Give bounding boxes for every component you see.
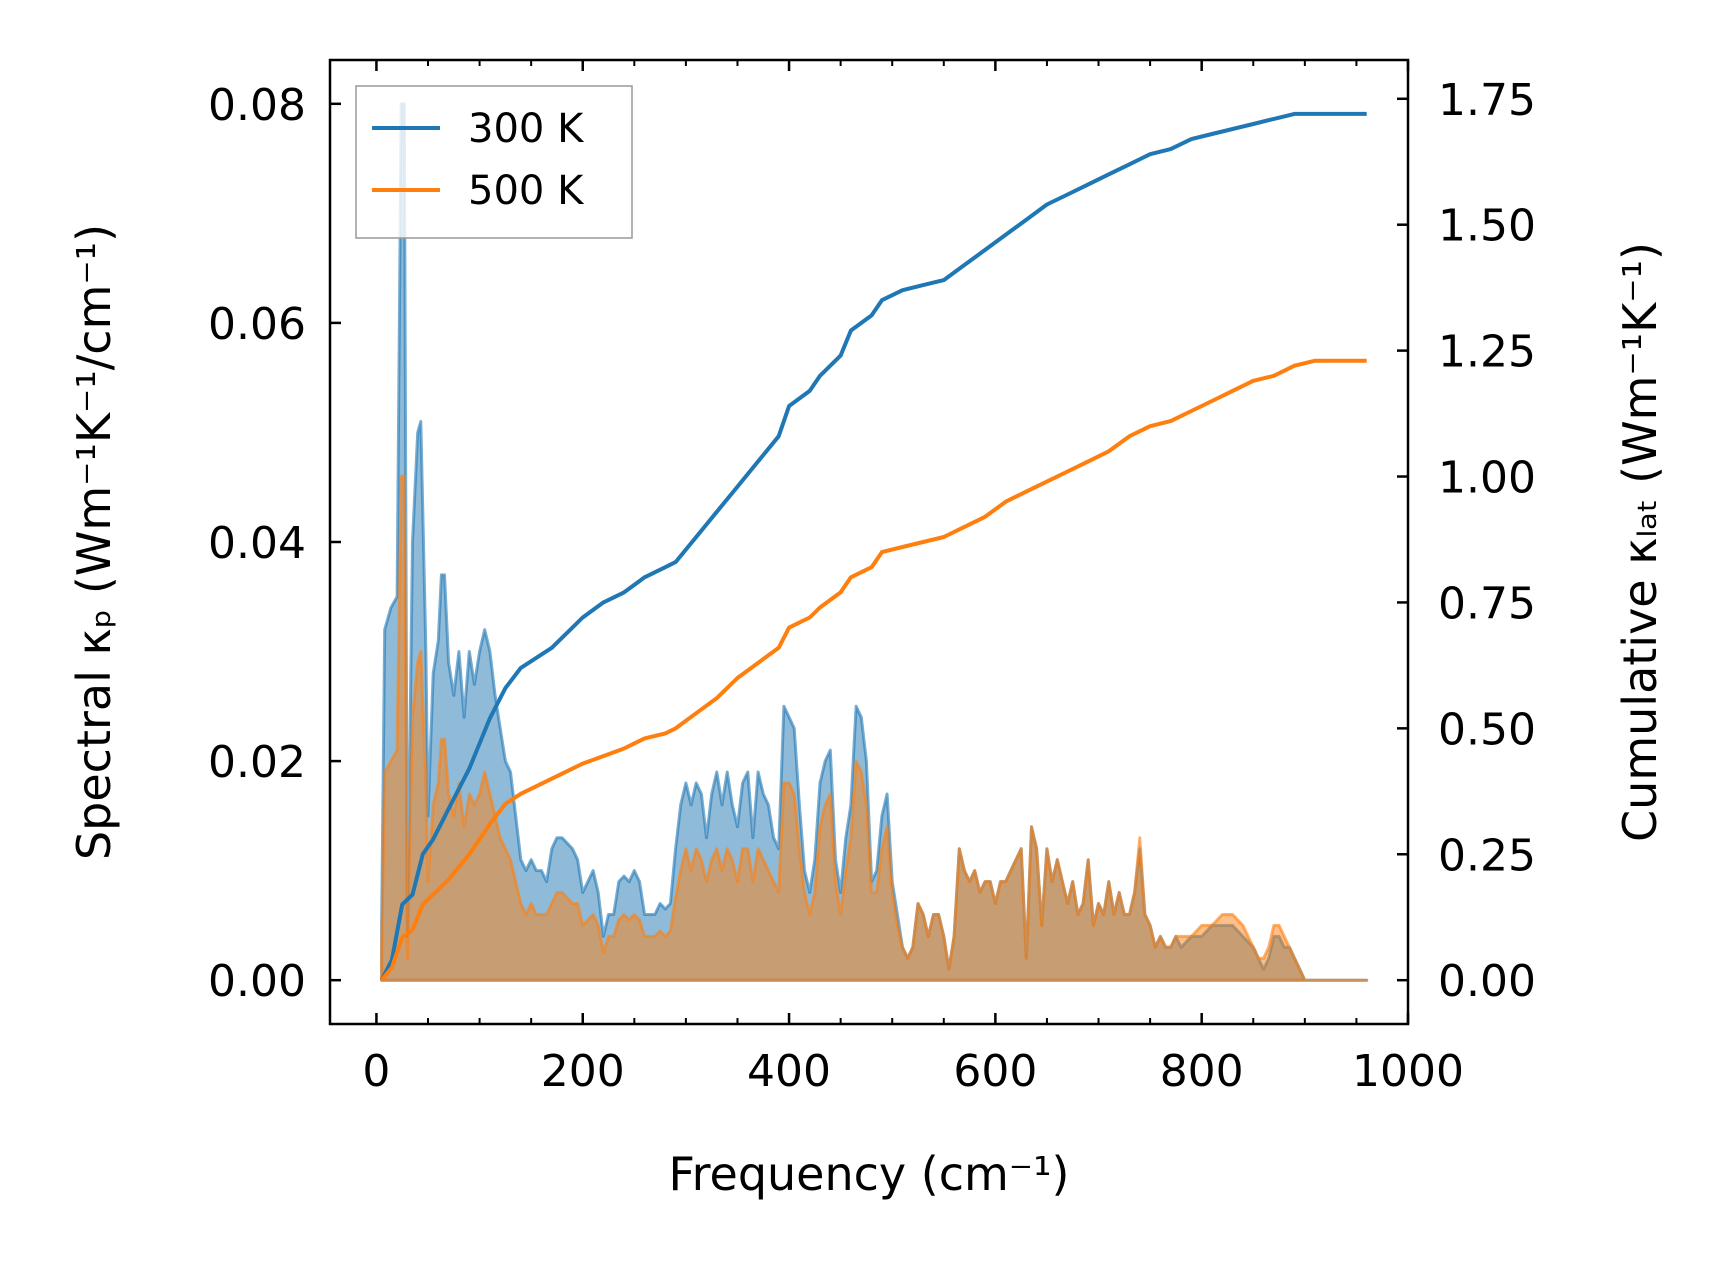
legend-box (355, 85, 633, 239)
right-y-tick-label: 1.50 (1438, 201, 1536, 252)
left-y-axis-title: Spectral κₚ (Wm⁻¹K⁻¹/cm⁻¹) (67, 224, 121, 860)
legend-label-0: 300 K (468, 106, 585, 152)
x-tick-label: 800 (1160, 1046, 1244, 1097)
x-tick-label: 0 (362, 1046, 390, 1097)
left-y-tick-label: 0.02 (208, 737, 306, 788)
legend-label-1: 500 K (468, 168, 585, 214)
left-y-tick-label: 0.06 (208, 299, 306, 350)
x-tick-label: 200 (541, 1046, 625, 1097)
right-y-tick-label: 0.50 (1438, 704, 1536, 755)
left-y-tick-label: 0.04 (208, 518, 306, 569)
cumulative-line-0 (379, 111, 1367, 982)
axis-ticks: 0 200 400 600 800 1000 0.00 0.02 0.04 0.06 0.08 0.0… (208, 60, 1536, 1097)
x-tick-label: 600 (953, 1046, 1037, 1097)
right-y-tick-label: 1.25 (1438, 327, 1536, 378)
x-tick-label: 400 (747, 1046, 831, 1097)
right-y-tick-label: 0.75 (1438, 578, 1536, 629)
cumulative-line-1 (380, 358, 1367, 982)
left-y-tick-label: 0.00 (208, 956, 306, 1007)
right-y-axis-title: Cumulative κₗₐₜ (Wm⁻¹K⁻¹) (1613, 242, 1667, 842)
x-axis-title: Frequency (cm⁻¹) (669, 1147, 1070, 1201)
right-y-tick-label: 1.75 (1438, 75, 1536, 126)
right-y-tick-label: 0.25 (1438, 830, 1536, 881)
spectral-fills (380, 102, 1369, 982)
spectral-area-1 (380, 474, 1369, 982)
left-y-tick-label: 0.08 (208, 80, 306, 131)
legend: 300 K 500 K (355, 85, 633, 239)
right-y-tick-label: 0.00 (1438, 956, 1536, 1007)
data-lines (379, 111, 1367, 982)
x-tick-label: 1000 (1352, 1046, 1464, 1097)
right-y-tick-label: 1.00 (1438, 453, 1536, 504)
